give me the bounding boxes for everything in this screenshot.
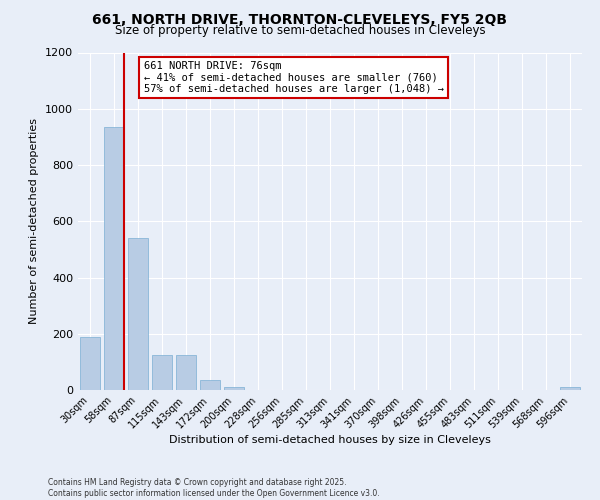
Bar bbox=[152, 355, 172, 390]
Bar bbox=[176, 355, 196, 390]
Bar bbox=[104, 127, 124, 390]
Text: Size of property relative to semi-detached houses in Cleveleys: Size of property relative to semi-detach… bbox=[115, 24, 485, 37]
Bar bbox=[200, 380, 220, 390]
X-axis label: Distribution of semi-detached houses by size in Cleveleys: Distribution of semi-detached houses by … bbox=[169, 436, 491, 446]
Bar bbox=[224, 387, 244, 390]
Y-axis label: Number of semi-detached properties: Number of semi-detached properties bbox=[29, 118, 40, 324]
Bar bbox=[560, 387, 580, 390]
Text: Contains HM Land Registry data © Crown copyright and database right 2025.
Contai: Contains HM Land Registry data © Crown c… bbox=[48, 478, 380, 498]
Text: 661, NORTH DRIVE, THORNTON-CLEVELEYS, FY5 2QB: 661, NORTH DRIVE, THORNTON-CLEVELEYS, FY… bbox=[92, 12, 508, 26]
Bar bbox=[80, 336, 100, 390]
Text: 661 NORTH DRIVE: 76sqm
← 41% of semi-detached houses are smaller (760)
57% of se: 661 NORTH DRIVE: 76sqm ← 41% of semi-det… bbox=[143, 61, 443, 94]
Bar bbox=[128, 238, 148, 390]
